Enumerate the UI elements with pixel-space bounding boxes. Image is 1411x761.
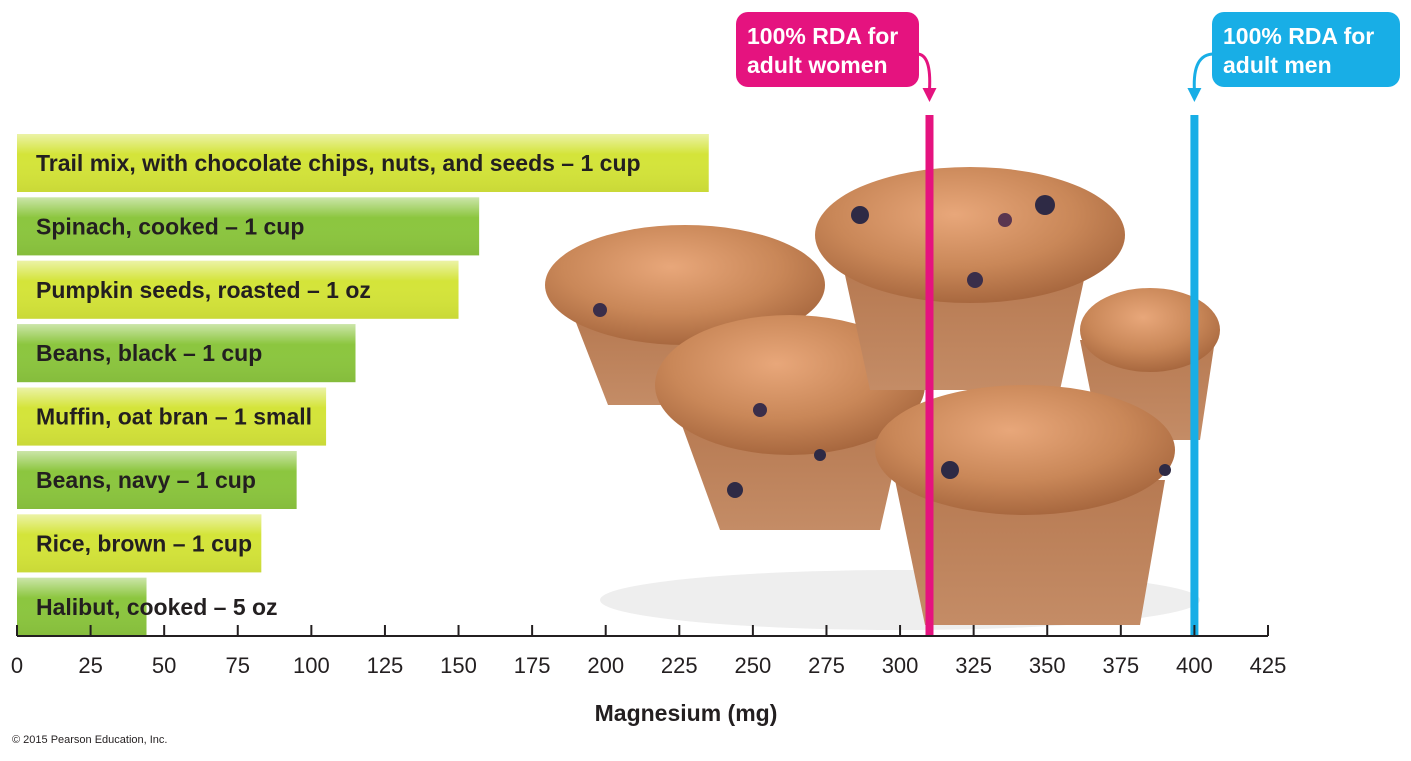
bar-highlight — [17, 134, 709, 192]
x-tick-label: 425 — [1250, 653, 1287, 678]
x-tick-label: 350 — [1029, 653, 1066, 678]
bar-label: Pumpkin seeds, roasted – 1 oz — [36, 277, 371, 303]
bar-row: Muffin, oat bran – 1 small — [17, 387, 327, 446]
x-tick-label: 325 — [955, 653, 992, 678]
x-tick-label: 400 — [1176, 653, 1213, 678]
x-tick-label: 275 — [808, 653, 845, 678]
bar-highlight — [17, 451, 297, 509]
bar-highlight — [17, 324, 356, 383]
bar-row: Rice, brown – 1 cup — [17, 514, 262, 573]
rda-marker: 100% RDA for adult men — [1187, 12, 1400, 636]
rda-callout-box — [1212, 12, 1400, 87]
rda-callout-text: 100% RDA for — [747, 23, 898, 49]
bar-highlight — [17, 197, 480, 256]
rda-line — [1190, 115, 1199, 636]
x-tick-label: 250 — [735, 653, 772, 678]
x-tick-label: 150 — [440, 653, 477, 678]
bar-label: Beans, navy – 1 cup — [36, 467, 256, 493]
bars-layer: Trail mix, with chocolate chips, nuts, a… — [17, 134, 709, 636]
bar-label: Halibut, cooked – 5 oz — [36, 594, 278, 620]
bar-label: Muffin, oat bran – 1 small — [36, 404, 312, 430]
x-tick-label: 0 — [11, 653, 23, 678]
bar-row: Spinach, cooked – 1 cup — [17, 197, 480, 256]
rda-callout-box — [736, 12, 919, 87]
x-tick-label: 25 — [78, 653, 102, 678]
x-tick-label: 200 — [587, 653, 624, 678]
muffin-photo — [545, 167, 1220, 630]
bar-row: Trail mix, with chocolate chips, nuts, a… — [17, 134, 709, 192]
rda-line — [925, 115, 934, 636]
x-tick-label: 375 — [1102, 653, 1139, 678]
x-tick-label: 300 — [882, 653, 919, 678]
rda-arrowhead — [922, 88, 937, 102]
bar-row: Halibut, cooked – 5 oz — [17, 577, 278, 636]
rda-arrowhead — [1187, 88, 1202, 102]
rda-arrow — [916, 52, 932, 91]
bar-label: Beans, black – 1 cup — [36, 340, 262, 366]
bar-row: Beans, black – 1 cup — [17, 324, 356, 383]
bar-label: Spinach, cooked – 1 cup — [36, 213, 304, 239]
rda-callout-text: adult women — [747, 52, 888, 78]
bar-row: Beans, navy – 1 cup — [17, 451, 297, 509]
bar-label: Rice, brown – 1 cup — [36, 530, 252, 556]
copyright-notice: © 2015 Pearson Education, Inc. — [12, 734, 168, 746]
x-tick-label: 100 — [293, 653, 330, 678]
x-tick-label: 50 — [152, 653, 176, 678]
rda-marker: 100% RDA for adult women — [736, 12, 937, 636]
bar-highlight — [17, 577, 147, 636]
rda-callout-text: 100% RDA for — [1223, 23, 1374, 49]
x-tick-label: 125 — [367, 653, 404, 678]
bar-highlight — [17, 260, 459, 319]
reference-lines: 100% RDA for adult women 100% RDA for adult… — [736, 12, 1400, 636]
x-tick-label: 75 — [226, 653, 250, 678]
rda-arrow — [1192, 52, 1215, 91]
bar-label: Trail mix, with chocolate chips, nuts, a… — [36, 150, 641, 176]
bar-highlight — [17, 514, 262, 573]
rda-callout-text: adult men — [1223, 52, 1332, 78]
bar-highlight — [17, 387, 327, 446]
bar-row: Pumpkin seeds, roasted – 1 oz — [17, 260, 459, 319]
x-axis-title: Magnesium (mg) — [595, 700, 778, 726]
x-tick-label: 175 — [514, 653, 551, 678]
x-axis: 0 25 50 75 100 125 150 175 200 225 250 275 300 325 350… — [11, 625, 1286, 678]
x-tick-label: 225 — [661, 653, 698, 678]
